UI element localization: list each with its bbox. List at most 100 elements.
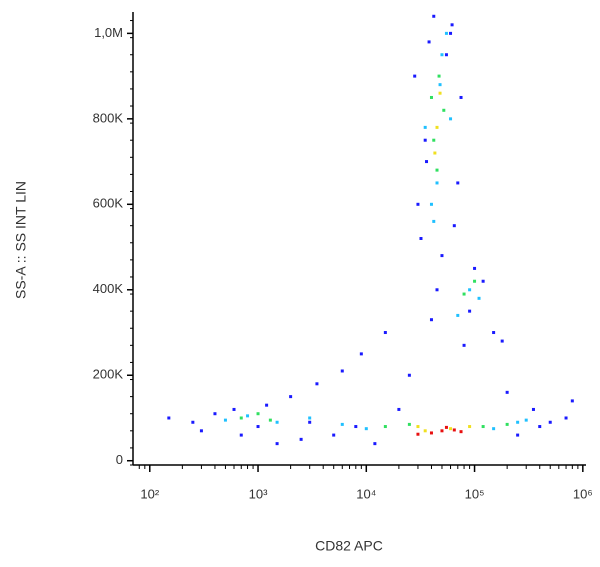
point <box>383 331 387 335</box>
point <box>570 399 574 403</box>
point <box>427 40 431 44</box>
point <box>332 433 336 437</box>
y-tick-label: 600K <box>93 196 124 211</box>
point <box>531 407 535 411</box>
point <box>492 331 496 335</box>
point <box>538 425 542 429</box>
point <box>308 420 312 424</box>
point <box>477 296 481 300</box>
point <box>432 138 436 142</box>
point <box>468 425 472 429</box>
point <box>452 224 456 228</box>
point <box>256 425 260 429</box>
point <box>268 418 272 422</box>
point <box>416 425 420 429</box>
point <box>456 181 460 185</box>
point <box>429 318 433 322</box>
point <box>383 425 387 429</box>
x-tick-label: 10² <box>140 486 159 501</box>
y-tick-label: 1,0M <box>94 25 123 40</box>
x-tick-label: 10³ <box>249 486 268 501</box>
point <box>444 53 448 57</box>
point <box>505 390 509 394</box>
point <box>432 14 436 18</box>
point <box>468 309 472 313</box>
point <box>308 416 312 420</box>
point <box>413 74 417 78</box>
point <box>462 343 466 347</box>
point <box>473 279 477 283</box>
point <box>449 31 453 35</box>
point <box>481 425 485 429</box>
point <box>246 414 250 418</box>
point <box>429 431 433 435</box>
point <box>450 23 454 27</box>
point <box>167 416 171 420</box>
x-tick-label: 10⁶ <box>573 486 593 501</box>
point <box>440 53 444 57</box>
point <box>438 83 442 87</box>
point <box>199 429 203 433</box>
point <box>456 313 460 317</box>
point <box>407 373 411 377</box>
point <box>423 125 427 129</box>
point <box>481 279 485 283</box>
point <box>442 108 446 112</box>
y-tick-label: 800K <box>93 110 124 125</box>
point <box>232 407 236 411</box>
point <box>459 95 463 99</box>
point <box>239 416 243 420</box>
point <box>364 427 368 431</box>
point <box>440 429 444 433</box>
point <box>435 288 439 292</box>
point <box>449 117 453 121</box>
point <box>423 138 427 142</box>
point <box>444 425 448 429</box>
point <box>462 292 466 296</box>
point <box>429 202 433 206</box>
point <box>449 427 453 431</box>
point <box>505 422 509 426</box>
point <box>440 254 444 258</box>
point <box>423 429 427 433</box>
point <box>213 412 217 416</box>
point <box>315 382 319 386</box>
point <box>265 403 269 407</box>
point <box>275 442 279 446</box>
point <box>416 432 420 436</box>
point <box>564 416 568 420</box>
point <box>473 266 477 270</box>
point <box>397 407 401 411</box>
point <box>459 430 463 434</box>
point <box>223 418 227 422</box>
point <box>429 95 433 99</box>
point <box>275 420 279 424</box>
point <box>289 395 293 399</box>
y-tick-label: 200K <box>93 367 124 382</box>
point <box>239 433 243 437</box>
point <box>354 425 358 429</box>
point <box>340 422 344 426</box>
point <box>468 288 472 292</box>
point <box>340 369 344 373</box>
point <box>452 428 456 432</box>
point <box>256 412 260 416</box>
y-tick-label: 400K <box>93 281 124 296</box>
point <box>516 433 520 437</box>
point <box>299 437 303 441</box>
x-tick-label: 10⁴ <box>356 486 376 501</box>
point <box>500 339 504 343</box>
point <box>524 418 528 422</box>
point <box>359 352 363 356</box>
point <box>444 31 448 35</box>
x-axis-label: CD82 APC <box>315 538 383 554</box>
point <box>425 160 429 164</box>
point <box>432 219 436 223</box>
point <box>516 420 520 424</box>
point <box>416 202 420 206</box>
y-axis-label: SS-A :: SS INT LIN <box>13 181 29 299</box>
x-tick-label: 10⁵ <box>465 486 485 501</box>
point <box>492 427 496 431</box>
point <box>548 420 552 424</box>
